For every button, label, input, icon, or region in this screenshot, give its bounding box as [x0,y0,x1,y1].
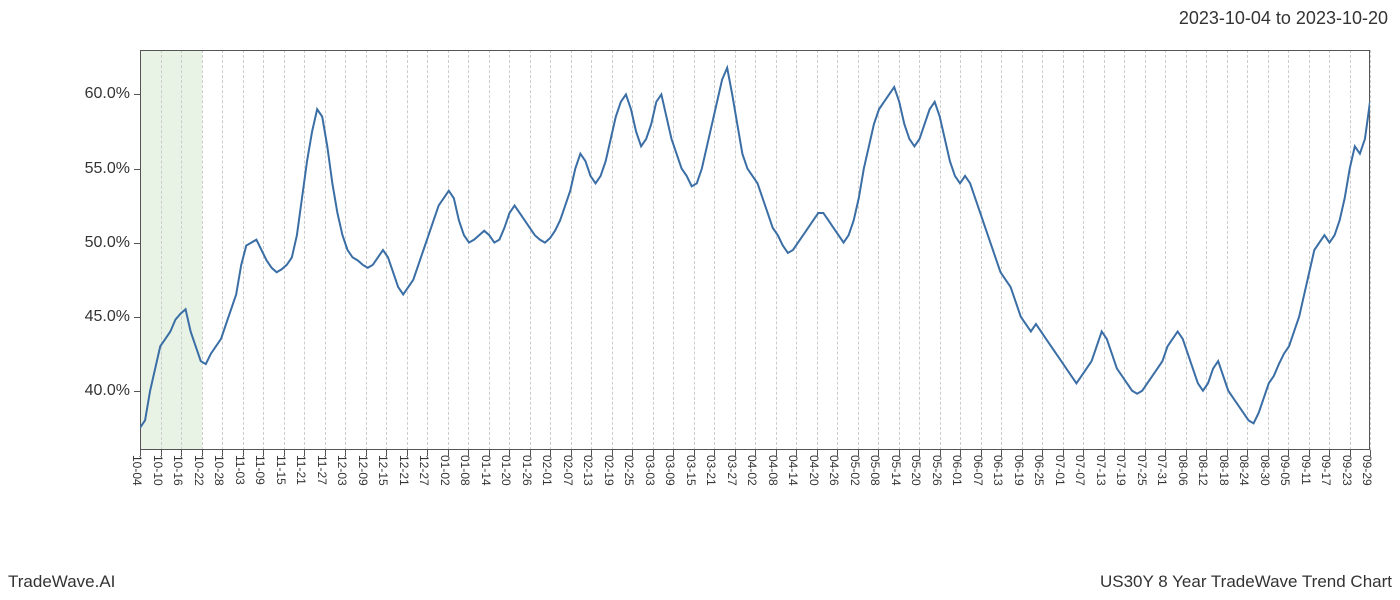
x-tick-label: 10-28 [212,455,226,486]
x-tick-label: 09-17 [1319,455,1333,486]
x-tick-label: 02-07 [561,455,575,486]
x-tick-label: 05-14 [889,455,903,486]
x-tick-label: 02-13 [581,455,595,486]
x-tick-label: 08-12 [1196,455,1210,486]
x-tick-label: 07-01 [1053,455,1067,486]
x-tick-label: 07-13 [1094,455,1108,486]
x-tick-label: 11-27 [315,455,329,485]
x-tick-label: 03-03 [643,455,657,486]
x-tick-label: 01-20 [499,455,513,486]
x-tick-label: 04-20 [807,455,821,486]
y-tick-label: 45.0% [50,308,130,326]
x-tick-label: 12-27 [417,455,431,486]
chart-container: 40.0%45.0%50.0%55.0%60.0% 10-0410-1010-1… [60,40,1380,520]
x-tick-label: 11-03 [233,455,247,485]
x-tick-label: 04-14 [786,455,800,486]
trend-line-chart [140,50,1370,450]
x-tick-label: 11-21 [294,455,308,485]
x-tick-label: 02-25 [622,455,636,486]
x-tick-label: 07-19 [1114,455,1128,486]
x-tick-label: 05-20 [909,455,923,486]
x-tick-label: 06-01 [950,455,964,486]
y-tick-label: 50.0% [50,234,130,252]
x-tick-label: 09-05 [1278,455,1292,486]
x-tick-label: 10-10 [151,455,165,486]
x-tick-label: 06-13 [991,455,1005,486]
x-tick-label: 02-01 [540,455,554,486]
x-tick-label: 12-21 [397,455,411,486]
x-tick-label: 09-11 [1299,455,1313,485]
x-tick-label: 11-15 [274,455,288,485]
x-tick-label: 12-09 [356,455,370,486]
x-tick-label: 01-26 [520,455,534,486]
x-tick-label: 03-09 [663,455,677,486]
x-tick-label: 01-14 [479,455,493,486]
x-tick-label: 01-02 [438,455,452,486]
brand-label: TradeWave.AI [8,572,115,592]
x-tick-label: 12-15 [376,455,390,486]
y-tick-label: 60.0% [50,85,130,103]
x-tick-label: 07-25 [1135,455,1149,486]
x-tick-label: 08-06 [1176,455,1190,486]
x-tick-label: 01-08 [458,455,472,486]
x-tick-label: 03-15 [684,455,698,486]
x-tick-label: 10-04 [130,455,144,486]
x-tick-label: 04-02 [745,455,759,486]
x-tick-label: 03-21 [704,455,718,486]
x-tick-label: 03-27 [725,455,739,486]
x-tick-label: 10-16 [171,455,185,486]
gridline-vertical [1370,50,1371,450]
x-tick-label: 06-25 [1032,455,1046,486]
x-tick-label: 04-26 [827,455,841,486]
x-tick-label: 08-30 [1258,455,1272,486]
x-tick-label: 11-09 [253,455,267,485]
x-tick-label: 04-08 [766,455,780,486]
x-tick-label: 02-19 [602,455,616,486]
x-tick-label: 06-19 [1012,455,1026,486]
x-tick-label: 07-31 [1155,455,1169,486]
date-range-label: 2023-10-04 to 2023-10-20 [1179,8,1388,29]
x-tick-label: 05-26 [930,455,944,486]
x-tick-label: 08-24 [1237,455,1251,486]
y-tick-label: 55.0% [50,160,130,178]
x-tick-label: 05-08 [868,455,882,486]
y-tick-label: 40.0% [50,382,130,400]
chart-title-label: US30Y 8 Year TradeWave Trend Chart [1100,572,1392,592]
x-tick-label: 12-03 [335,455,349,486]
trend-line [140,68,1370,428]
x-tick-label: 08-18 [1217,455,1231,486]
x-tick-label: 06-07 [971,455,985,486]
x-tick-label: 05-02 [848,455,862,486]
x-tick-label: 10-22 [192,455,206,486]
x-tick-label: 09-29 [1360,455,1374,486]
x-tick-label: 09-23 [1340,455,1354,486]
x-tick-label: 07-07 [1073,455,1087,486]
